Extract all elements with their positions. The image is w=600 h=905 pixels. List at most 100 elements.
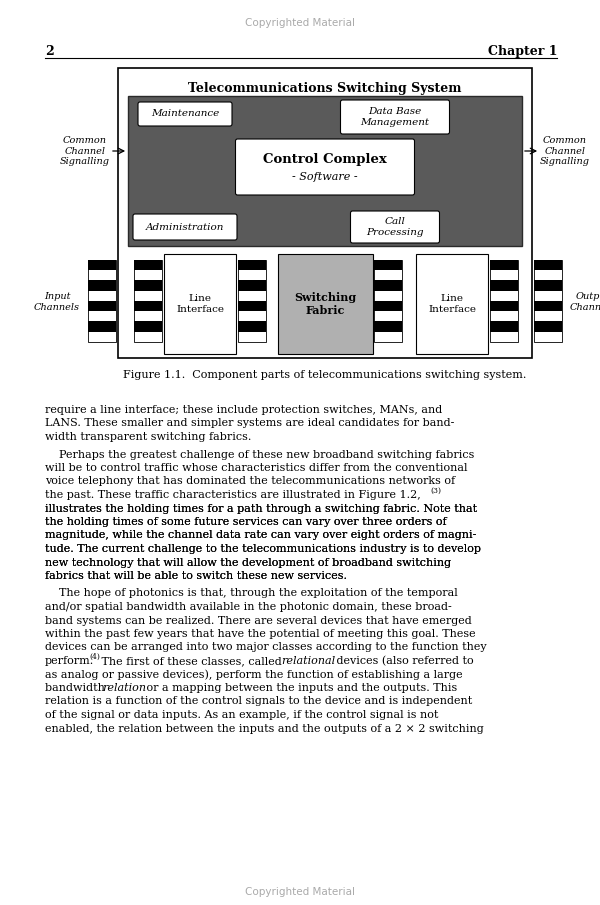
Bar bbox=[490, 271, 518, 281]
Text: illustrates the holding times for a path through a switching fabric. Note that: illustrates the holding times for a path… bbox=[45, 503, 477, 513]
Bar bbox=[374, 332, 402, 342]
Text: relation: relation bbox=[102, 683, 146, 693]
Text: the holding times of some future services can vary over three orders of: the holding times of some future service… bbox=[45, 517, 446, 527]
Bar bbox=[490, 260, 518, 271]
Bar bbox=[118, 68, 532, 358]
Bar bbox=[374, 260, 402, 342]
Bar bbox=[490, 281, 518, 291]
Text: within the past few years that have the potential of meeting this goal. These: within the past few years that have the … bbox=[45, 629, 476, 639]
Text: magnitude, while the channel data rate can vary over eight orders of magni-: magnitude, while the channel data rate c… bbox=[45, 530, 476, 540]
Text: Figure 1.1.  Component parts of telecommunications switching system.: Figure 1.1. Component parts of telecommu… bbox=[124, 370, 527, 380]
Text: as analog or passive devices), perform the function of establishing a large: as analog or passive devices), perform t… bbox=[45, 670, 463, 680]
Text: tude. The current challenge to the telecommunications industry is to develop: tude. The current challenge to the telec… bbox=[45, 544, 481, 554]
Text: (3): (3) bbox=[430, 487, 441, 495]
Text: - Software -: - Software - bbox=[292, 172, 358, 182]
FancyBboxPatch shape bbox=[350, 211, 439, 243]
Bar bbox=[374, 311, 402, 321]
Text: (4): (4) bbox=[89, 653, 100, 661]
Text: fabrics that will be able to switch these new services.: fabrics that will be able to switch thes… bbox=[45, 571, 347, 581]
Text: Copyrighted Material: Copyrighted Material bbox=[245, 18, 355, 28]
Text: Output
Channels: Output Channels bbox=[570, 292, 600, 311]
FancyBboxPatch shape bbox=[341, 100, 449, 134]
Bar bbox=[238, 291, 266, 301]
Bar bbox=[134, 291, 162, 301]
Text: fabrics that will be able to switch these new services.: fabrics that will be able to switch thes… bbox=[45, 571, 347, 581]
Text: tude. The current challenge to the telecommunications industry is to develop: tude. The current challenge to the telec… bbox=[45, 544, 481, 554]
Text: voice telephony that has dominated the telecommunications networks of: voice telephony that has dominated the t… bbox=[45, 477, 455, 487]
Bar bbox=[128, 96, 522, 246]
Bar bbox=[88, 281, 116, 291]
Bar bbox=[490, 321, 518, 332]
Text: new technology that will allow the development of broadband switching: new technology that will allow the devel… bbox=[45, 557, 451, 567]
Bar bbox=[534, 260, 562, 271]
Text: Call
Processing: Call Processing bbox=[366, 217, 424, 237]
Bar bbox=[416, 254, 488, 354]
Text: Control Complex: Control Complex bbox=[263, 153, 387, 166]
Text: Line
Interface: Line Interface bbox=[176, 294, 224, 314]
Text: relational: relational bbox=[281, 656, 335, 666]
Text: and/or spatial bandwidth available in the photonic domain, these broad-: and/or spatial bandwidth available in th… bbox=[45, 602, 452, 612]
Bar bbox=[534, 332, 562, 342]
Text: Administration: Administration bbox=[146, 223, 224, 232]
FancyBboxPatch shape bbox=[138, 102, 232, 126]
Bar bbox=[88, 301, 116, 311]
Bar bbox=[88, 321, 116, 332]
Bar bbox=[534, 311, 562, 321]
Text: Data Base
Management: Data Base Management bbox=[361, 108, 430, 127]
Text: Telecommunications Switching System: Telecommunications Switching System bbox=[188, 82, 462, 95]
Bar bbox=[534, 260, 562, 342]
Text: new technology that will allow the development of broadband switching: new technology that will allow the devel… bbox=[45, 557, 451, 567]
Text: Maintenance: Maintenance bbox=[151, 110, 219, 119]
Bar bbox=[134, 321, 162, 332]
Text: devices can be arranged into two major classes according to the function they: devices can be arranged into two major c… bbox=[45, 643, 487, 653]
Bar bbox=[134, 260, 162, 342]
Text: perform.: perform. bbox=[45, 656, 94, 666]
Text: relation is a function of the control signals to the device and is independent: relation is a function of the control si… bbox=[45, 697, 472, 707]
Text: enabled, the relation between the inputs and the outputs of a 2 × 2 switching: enabled, the relation between the inputs… bbox=[45, 723, 484, 733]
Bar bbox=[88, 260, 116, 342]
Text: magnitude, while the channel data rate can vary over eight orders of magni-: magnitude, while the channel data rate c… bbox=[45, 530, 476, 540]
FancyBboxPatch shape bbox=[133, 214, 237, 240]
Bar bbox=[490, 301, 518, 311]
Text: Input
Channels: Input Channels bbox=[34, 292, 80, 311]
Text: The hope of photonics is that, through the exploitation of the temporal: The hope of photonics is that, through t… bbox=[45, 588, 458, 598]
Text: the holding times of some future services can vary over three orders of: the holding times of some future service… bbox=[45, 517, 446, 527]
Bar bbox=[88, 271, 116, 281]
Bar bbox=[238, 321, 266, 332]
Text: of the signal or data inputs. As an example, if the control signal is not: of the signal or data inputs. As an exam… bbox=[45, 710, 439, 720]
Text: width transparent switching fabrics.: width transparent switching fabrics. bbox=[45, 432, 251, 442]
Text: Copyrighted Material: Copyrighted Material bbox=[245, 887, 355, 897]
Text: require a line interface; these include protection switches, MANs, and: require a line interface; these include … bbox=[45, 405, 442, 415]
Text: 2: 2 bbox=[45, 45, 54, 58]
Text: Perhaps the greatest challenge of these new broadband switching fabrics: Perhaps the greatest challenge of these … bbox=[45, 450, 475, 460]
Bar bbox=[374, 271, 402, 281]
Bar bbox=[164, 254, 236, 354]
Bar bbox=[374, 291, 402, 301]
Text: the past. These traffic characteristics are illustrated in Figure 1.2,: the past. These traffic characteristics … bbox=[45, 490, 421, 500]
Text: bandwidth: bandwidth bbox=[45, 683, 109, 693]
Bar bbox=[490, 260, 518, 342]
Bar bbox=[534, 301, 562, 311]
Bar bbox=[134, 301, 162, 311]
Text: illustrates the holding times for a path through a switching fabric. Note that: illustrates the holding times for a path… bbox=[45, 503, 477, 513]
Bar bbox=[88, 311, 116, 321]
Bar bbox=[134, 281, 162, 291]
Text: Switching
Fabric: Switching Fabric bbox=[294, 292, 356, 316]
Text: LANS. These smaller and simpler systems are ideal candidates for band-: LANS. These smaller and simpler systems … bbox=[45, 418, 454, 428]
Bar bbox=[238, 281, 266, 291]
Bar bbox=[490, 332, 518, 342]
Bar bbox=[238, 260, 266, 342]
Bar bbox=[238, 271, 266, 281]
Bar bbox=[238, 301, 266, 311]
Bar bbox=[278, 254, 373, 354]
Bar bbox=[134, 332, 162, 342]
Bar bbox=[238, 260, 266, 271]
Bar bbox=[88, 260, 116, 271]
Bar bbox=[534, 281, 562, 291]
Text: The first of these classes, called: The first of these classes, called bbox=[98, 656, 285, 666]
Bar bbox=[88, 291, 116, 301]
Text: will be to control traffic whose characteristics differ from the conventional: will be to control traffic whose charact… bbox=[45, 463, 467, 473]
Text: Common
Channel
Signalling: Common Channel Signalling bbox=[540, 136, 590, 166]
FancyBboxPatch shape bbox=[235, 139, 415, 195]
Bar bbox=[534, 291, 562, 301]
